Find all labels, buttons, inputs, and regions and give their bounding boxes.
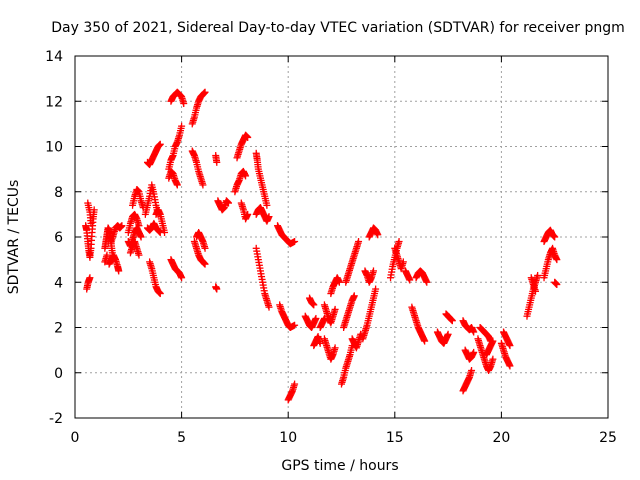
data-point (421, 337, 429, 345)
y-tick-label: 4 (54, 275, 63, 291)
data-point (201, 260, 209, 268)
data-point (242, 172, 250, 180)
y-tick-label: -2 (49, 411, 63, 427)
y-tick-label: 8 (54, 185, 63, 201)
data-point (553, 281, 561, 289)
data-point (201, 88, 209, 96)
y-tick-label: 2 (54, 321, 63, 337)
data-point (312, 314, 320, 322)
data-point (489, 355, 497, 363)
x-tick-label: 10 (279, 430, 297, 446)
data-point (199, 181, 207, 189)
data-point (448, 317, 456, 325)
data-point (406, 276, 414, 284)
data-point (178, 274, 186, 282)
x-axis-label: GPS time / hours (281, 458, 398, 474)
data-point (506, 342, 514, 350)
data-point (335, 278, 343, 286)
y-tick-label: 14 (45, 49, 63, 65)
data-point (468, 366, 476, 374)
x-tick-label: 25 (599, 430, 617, 446)
data-point (423, 278, 431, 286)
y-tick-label: 10 (45, 140, 63, 156)
data-point (225, 199, 233, 207)
chart-title: Day 350 of 2021, Sidereal Day-to-day VTE… (51, 20, 625, 36)
data-point (331, 344, 339, 352)
axis-ticks: 0 5 10 15 20 25 -2 0 2 4 6 8 10 12 14 (45, 49, 617, 446)
data-point (244, 133, 252, 141)
data-point (310, 301, 318, 309)
data-point (265, 213, 273, 221)
data-point (355, 238, 363, 246)
data-point (395, 238, 403, 246)
data-point (118, 222, 126, 230)
data-point (86, 274, 94, 282)
data-point (291, 321, 299, 329)
data-point (331, 305, 339, 313)
data-point (161, 228, 169, 236)
data-point (173, 181, 181, 189)
data-point (135, 251, 143, 259)
data-points (82, 88, 561, 404)
data-point (137, 233, 145, 241)
x-tick-label: 15 (386, 430, 404, 446)
data-point (551, 233, 559, 241)
data-point (489, 337, 497, 345)
y-tick-label: 12 (45, 94, 63, 110)
data-point (180, 100, 188, 108)
data-point (470, 328, 478, 336)
data-point (156, 140, 164, 148)
y-tick-label: 6 (54, 230, 63, 246)
data-point (369, 267, 377, 275)
data-point (506, 362, 514, 370)
data-point (470, 348, 478, 356)
grid (75, 56, 608, 418)
data-point (87, 219, 95, 227)
data-point (265, 303, 273, 311)
data-point (291, 238, 299, 246)
x-tick-label: 0 (71, 430, 80, 446)
x-tick-label: 20 (492, 430, 510, 446)
data-point (213, 158, 221, 166)
data-point (444, 330, 452, 338)
data-point (244, 210, 252, 218)
data-point (372, 285, 380, 293)
data-point (103, 251, 111, 259)
data-point (291, 380, 299, 388)
data-point (316, 339, 324, 347)
data-point (532, 287, 540, 295)
data-point (553, 256, 561, 264)
data-point (201, 244, 209, 252)
data-point (263, 201, 271, 209)
data-point (350, 292, 358, 300)
x-tick-label: 5 (177, 430, 186, 446)
data-point (374, 231, 382, 239)
data-point (213, 285, 221, 293)
data-point (178, 122, 186, 130)
data-point (399, 258, 407, 266)
y-axis-label: SDTVAR / TECUs (6, 180, 22, 295)
data-point (156, 290, 164, 298)
data-point (115, 267, 123, 275)
y-tick-label: 0 (54, 366, 63, 382)
data-point (534, 271, 542, 279)
